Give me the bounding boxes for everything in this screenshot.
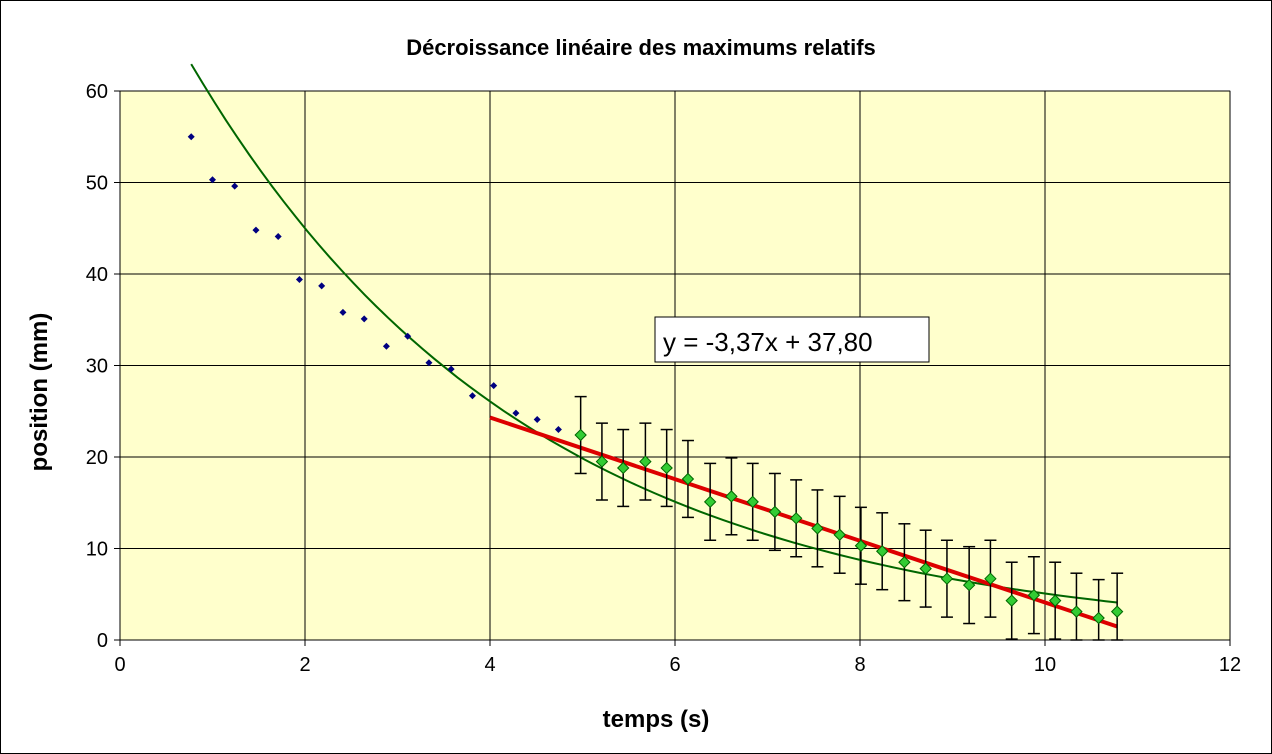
data-point — [703, 495, 717, 509]
data-point — [854, 539, 868, 552]
data-point — [1005, 594, 1018, 607]
data-point — [252, 226, 260, 234]
data-point — [919, 562, 932, 575]
data-point — [725, 490, 738, 503]
data-points — [187, 133, 1124, 625]
exponential-trendline — [190, 63, 1118, 604]
data-point — [382, 342, 390, 350]
data-point — [962, 578, 976, 592]
data-point — [447, 365, 455, 373]
data-point — [295, 275, 303, 283]
data-point — [595, 455, 609, 468]
data-point — [940, 572, 954, 585]
data-point — [1110, 605, 1124, 618]
data-point — [274, 232, 282, 240]
data-point — [1048, 594, 1062, 607]
data-point — [574, 428, 587, 442]
data-point — [209, 176, 216, 184]
x-tick-label: 12 — [1219, 654, 1241, 676]
data-point — [1027, 588, 1041, 602]
data-point — [746, 495, 759, 509]
data-point — [425, 359, 433, 367]
data-point — [875, 545, 889, 558]
data-point — [490, 382, 498, 390]
data-point — [231, 182, 239, 190]
x-tick-label: 0 — [114, 654, 125, 676]
chart-title: Décroissance linéaire des maximums relat… — [406, 35, 876, 60]
y-tick-label: 50 — [86, 173, 108, 195]
x-axis-title: temps (s) — [603, 706, 710, 733]
equation-box: y = -3,37x + 37,80 — [654, 316, 930, 363]
data-point — [660, 461, 673, 475]
data-point — [833, 528, 846, 541]
y-tick-label: 10 — [86, 539, 108, 561]
data-point — [1070, 605, 1083, 618]
tick-labels: 0 2 4 6 8 10 12 0 10 20 30 40 50 60 — [86, 81, 1241, 676]
data-point — [768, 505, 782, 519]
y-axis-title: position (mm) — [26, 313, 53, 472]
y-tick-label: 20 — [86, 447, 108, 469]
data-point — [616, 461, 630, 475]
x-tick-label: 2 — [299, 654, 310, 676]
data-point — [984, 572, 997, 585]
data-point — [554, 426, 562, 434]
data-point — [1092, 611, 1105, 625]
data-point — [639, 455, 652, 468]
data-point — [360, 315, 368, 323]
x-tick-label: 8 — [854, 654, 865, 676]
data-point — [187, 133, 195, 141]
data-point — [533, 415, 541, 423]
linear-trendline — [489, 415, 1118, 629]
x-tick-label: 6 — [669, 654, 680, 676]
x-tick-label: 10 — [1034, 654, 1056, 676]
y-tick-label: 0 — [97, 630, 108, 652]
data-point — [811, 522, 824, 535]
trendline-equation: y = -3,37x + 37,80 — [663, 327, 873, 357]
data-point — [512, 409, 520, 417]
data-point — [898, 556, 911, 569]
data-point — [468, 392, 476, 400]
data-point — [404, 332, 412, 340]
y-tick-label: 30 — [86, 356, 108, 378]
equation-box-frame — [654, 316, 930, 363]
data-point — [681, 472, 695, 486]
data-point — [339, 308, 347, 316]
y-tick-label: 40 — [86, 264, 108, 286]
data-point — [318, 282, 326, 290]
trendlines — [190, 63, 1118, 629]
x-tick-label: 4 — [484, 654, 495, 676]
data-point — [789, 512, 803, 525]
y-tick-label: 60 — [86, 81, 108, 103]
